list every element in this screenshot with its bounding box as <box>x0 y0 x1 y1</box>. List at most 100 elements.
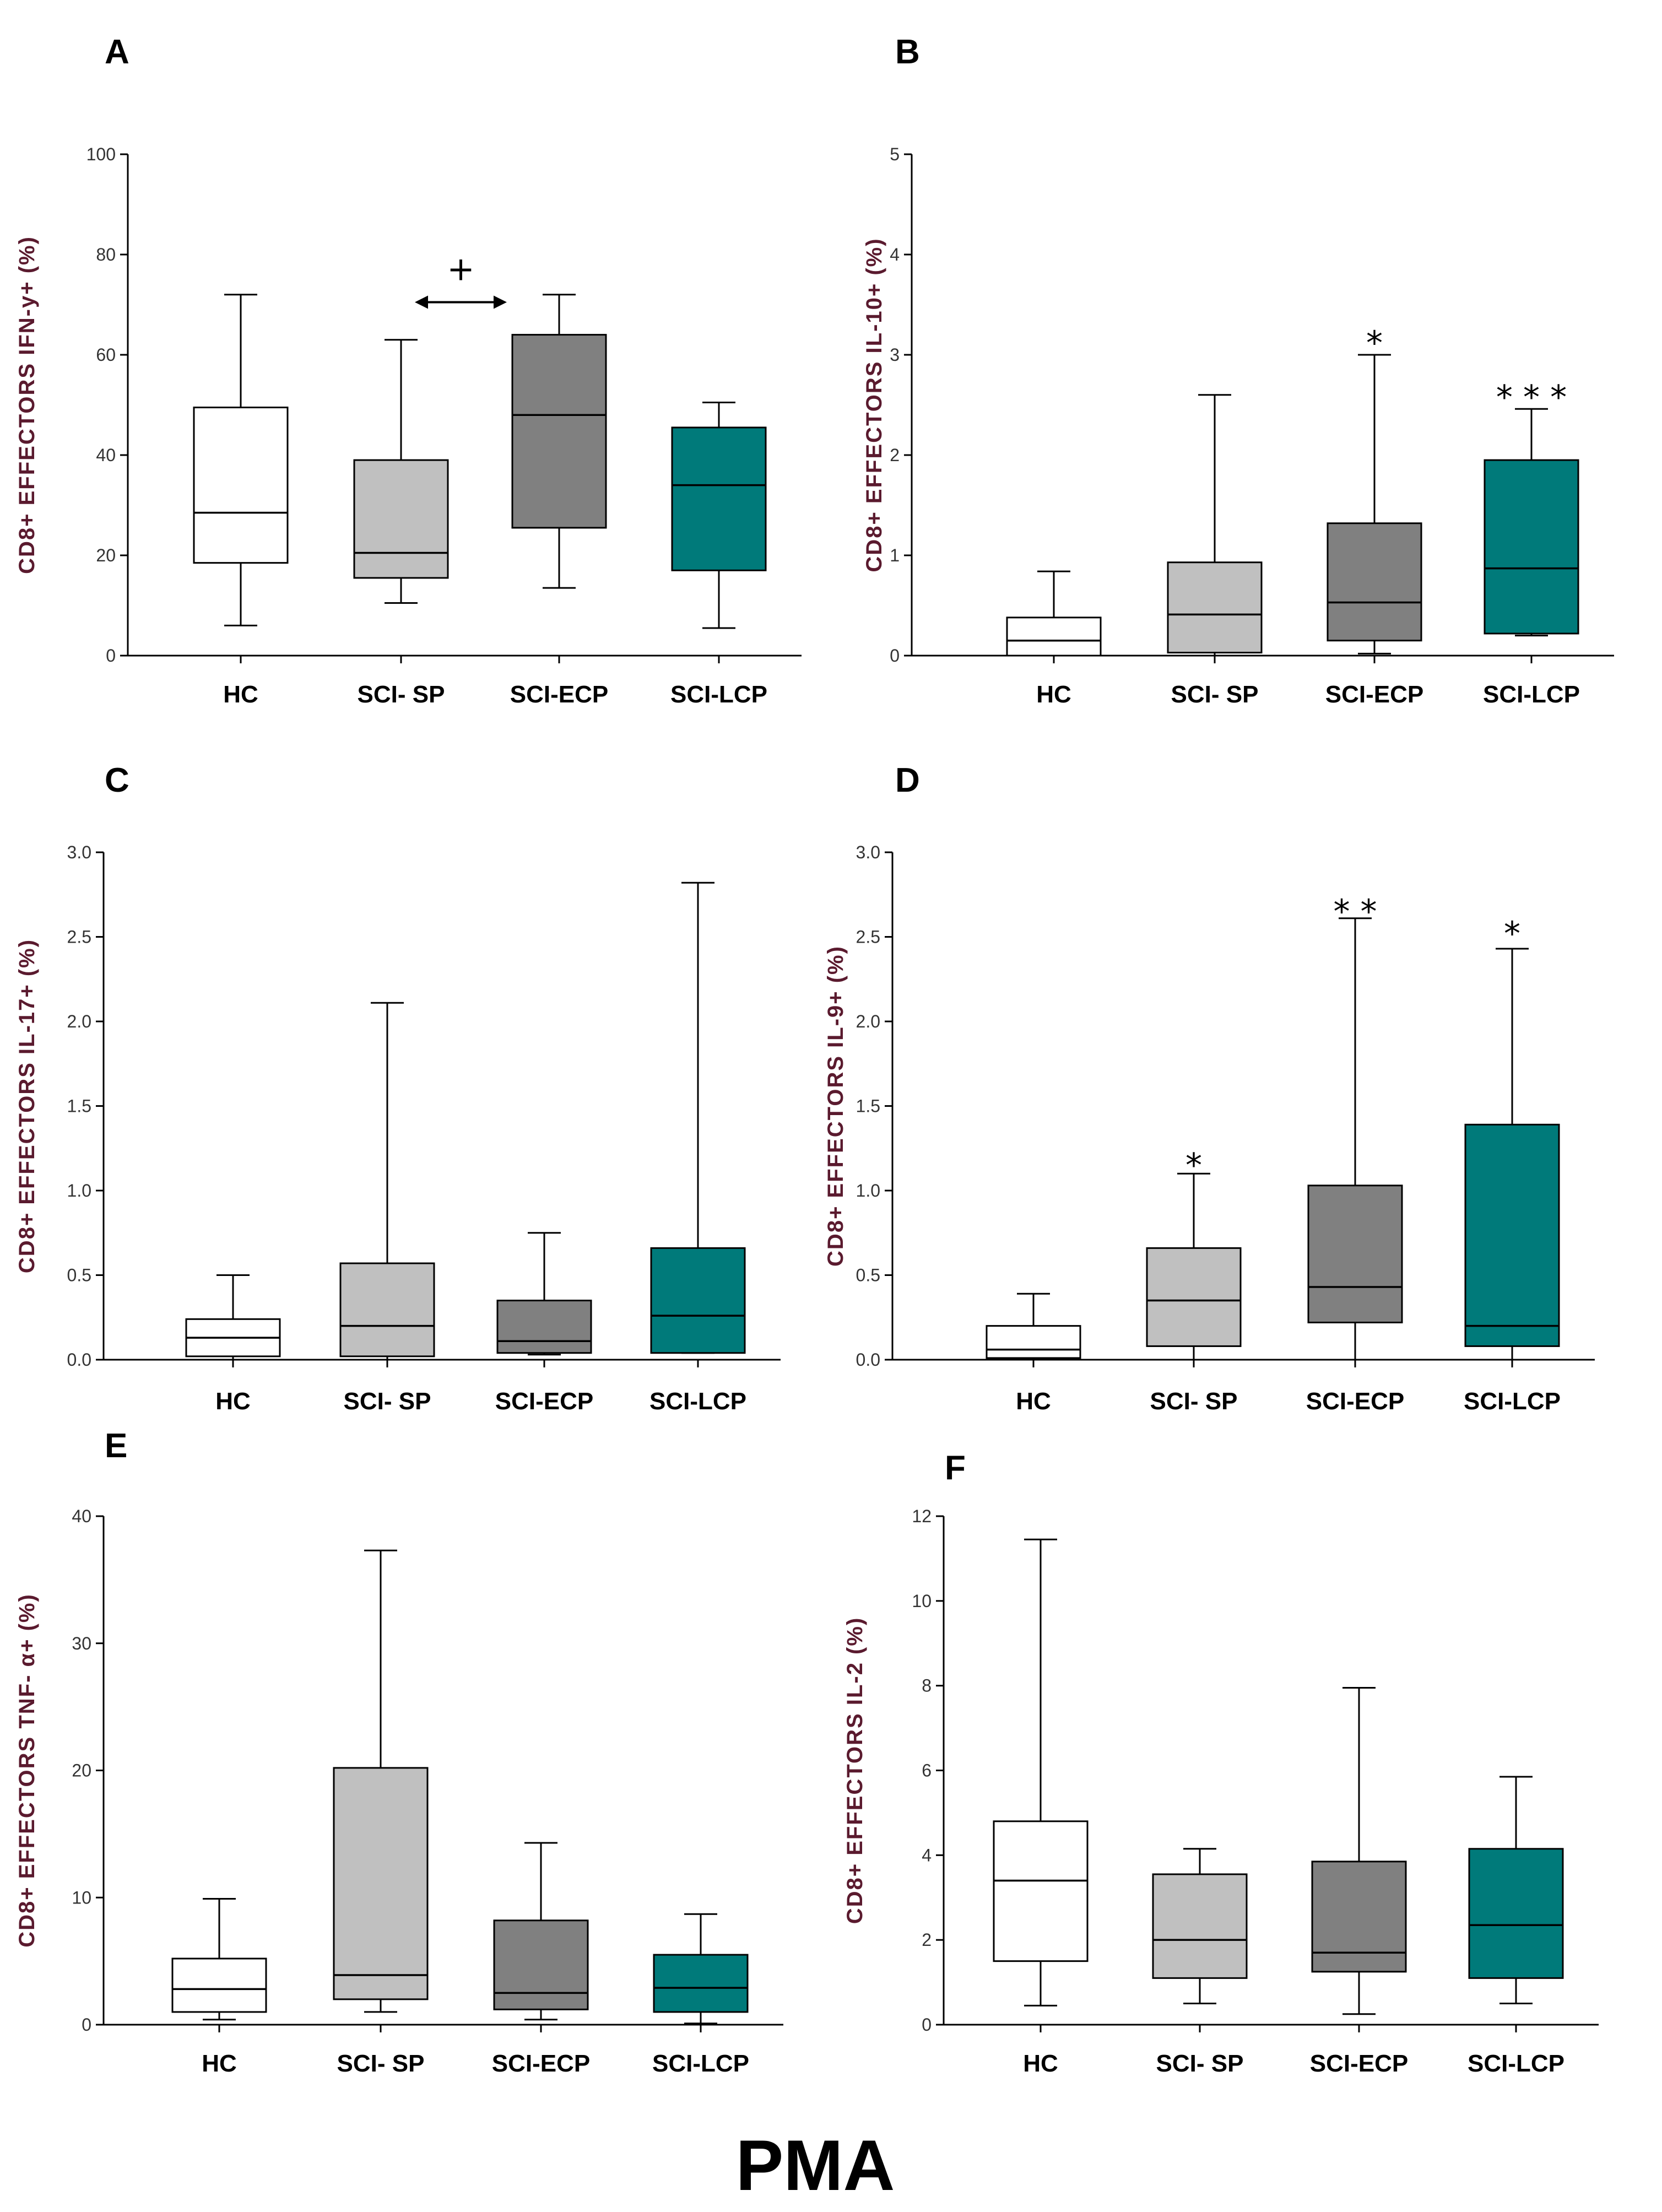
y-axis-label: CD8+ EFFECTORS IL-10+ (%) <box>862 237 886 572</box>
category-label: SCI-LCP <box>670 681 767 708</box>
box-3 <box>653 1913 749 2025</box>
box-1 <box>333 1549 429 2013</box>
y-tick-label: 1.0 <box>67 1181 91 1200</box>
box-rect <box>496 1300 592 1354</box>
panel-letter: A <box>105 33 129 71</box>
y-tick-label: 8 <box>922 1676 932 1696</box>
box-rect <box>650 1247 746 1354</box>
box-rect <box>1484 459 1579 635</box>
significance-marker: * <box>1185 1146 1202 1185</box>
category-label: SCI- SP <box>337 2050 425 2077</box>
y-axis-label: CD8+ EFFECTORS IL-17+ (%) <box>15 939 39 1273</box>
box-2 <box>1307 917 1403 1361</box>
y-axis-label: CD8+ EFFECTORS IL-9+ (%) <box>824 945 848 1267</box>
box-2 <box>1327 354 1422 655</box>
arrow-head-right <box>494 295 507 309</box>
box-0 <box>1006 570 1102 657</box>
y-tick-label: 2 <box>922 1930 932 1950</box>
category-label: SCI-ECP <box>492 2050 590 2077</box>
panel-e: E CD8+ EFFECTORS TNF- α+ (%) 0 10 20 30 40 HC SC… <box>15 1427 783 2077</box>
box-rect <box>653 1954 749 2013</box>
category-label: SCI-LCP <box>1464 1388 1561 1415</box>
y-tick-label: 20 <box>72 1761 91 1781</box>
y-tick-label: 2.0 <box>67 1012 91 1031</box>
category-label: SCI-LCP <box>649 1388 746 1415</box>
category-label: HC <box>202 2050 237 2077</box>
box-rect <box>1468 1848 1564 1979</box>
category-label: SCI-ECP <box>510 681 608 708</box>
box-1 <box>339 1002 435 1361</box>
y-tick-label: 20 <box>96 545 116 565</box>
box-rect <box>671 426 767 571</box>
box-rect <box>1311 1861 1407 1973</box>
panel-letter: C <box>105 761 129 799</box>
box-0 <box>171 1898 267 2021</box>
y-tick-label: 0.0 <box>67 1350 91 1370</box>
box-0 <box>993 1538 1089 2007</box>
y-tick-label: 3 <box>890 345 900 365</box>
y-axis-label: CD8+ EFFECTORS IL-2 (%) <box>843 1617 867 1924</box>
box-0 <box>185 1274 281 1361</box>
y-axis-label: CD8+ EFFECTORS TNF- α+ (%) <box>15 1593 39 1948</box>
category-label: HC <box>1036 681 1071 708</box>
panel-letter: F <box>945 1449 966 1487</box>
box-3 <box>1464 948 1560 1361</box>
category-label: SCI-ECP <box>1325 681 1423 708</box>
category-label: SCI-LCP <box>1468 2050 1564 2077</box>
box-rect <box>493 1919 589 2010</box>
arrow-head-left <box>415 295 428 309</box>
panel-letter: E <box>105 1427 127 1465</box>
box-2 <box>1311 1687 1407 2015</box>
box-1 <box>1152 1848 1248 2005</box>
y-tick-label: 10 <box>912 1591 932 1611</box>
y-tick-label: 0 <box>890 646 900 666</box>
y-tick-label: 40 <box>96 445 116 465</box>
category-label: SCI- SP <box>344 1388 431 1415</box>
box-rect <box>1167 561 1263 654</box>
box-0 <box>193 294 289 626</box>
y-tick-label: 4 <box>890 245 900 264</box>
box-rect <box>339 1262 435 1358</box>
box-0 <box>986 1292 1081 1361</box>
significance-marker: * <box>1366 324 1383 363</box>
panel-b: B CD8+ EFFECTORS IL-10+ (%) 0 1 2 3 4 5 HC SCI- S… <box>862 33 1614 708</box>
box-3 <box>671 401 767 629</box>
box-rect <box>1146 1247 1242 1347</box>
box-rect <box>993 1820 1089 1962</box>
category-label: SCI-ECP <box>495 1388 593 1415</box>
y-tick-label: 4 <box>922 1845 932 1865</box>
significance-marker: * <box>1504 915 1520 953</box>
category-label: SCI-ECP <box>1306 1388 1404 1415</box>
box-rect <box>333 1767 429 2000</box>
y-tick-label: 0 <box>106 646 116 666</box>
box-rect <box>353 459 449 579</box>
box-rect <box>171 1957 267 2013</box>
category-label: HC <box>215 1388 251 1415</box>
significance-marker: * * * <box>1496 378 1567 417</box>
y-tick-label: 3.0 <box>856 842 880 862</box>
box-3 <box>1468 1776 1564 2005</box>
y-tick-label: 0 <box>82 2015 91 2035</box>
box-1 <box>1167 394 1263 657</box>
category-label: SCI-LCP <box>1483 681 1580 708</box>
box-rect <box>511 334 607 529</box>
category-label: SCI- SP <box>1150 1388 1238 1415</box>
box-1 <box>1146 1172 1242 1361</box>
panel-letter: B <box>895 33 920 71</box>
y-tick-label: 0.5 <box>856 1265 880 1285</box>
y-tick-label: 0.0 <box>856 1350 880 1370</box>
y-tick-label: 0 <box>922 2015 932 2035</box>
y-tick-label: 2.0 <box>856 1012 880 1031</box>
box-rect <box>1307 1185 1403 1323</box>
category-label: SCI- SP <box>1156 2050 1244 2077</box>
y-tick-label: 2.5 <box>67 927 91 947</box>
y-tick-label: 1.5 <box>856 1096 880 1116</box>
box-3 <box>1484 408 1579 637</box>
box-rect <box>1464 1123 1560 1347</box>
box-rect <box>1327 522 1422 642</box>
y-tick-label: 40 <box>72 1506 91 1526</box>
y-tick-label: 3.0 <box>67 842 91 862</box>
y-tick-label: 1.0 <box>856 1181 880 1200</box>
